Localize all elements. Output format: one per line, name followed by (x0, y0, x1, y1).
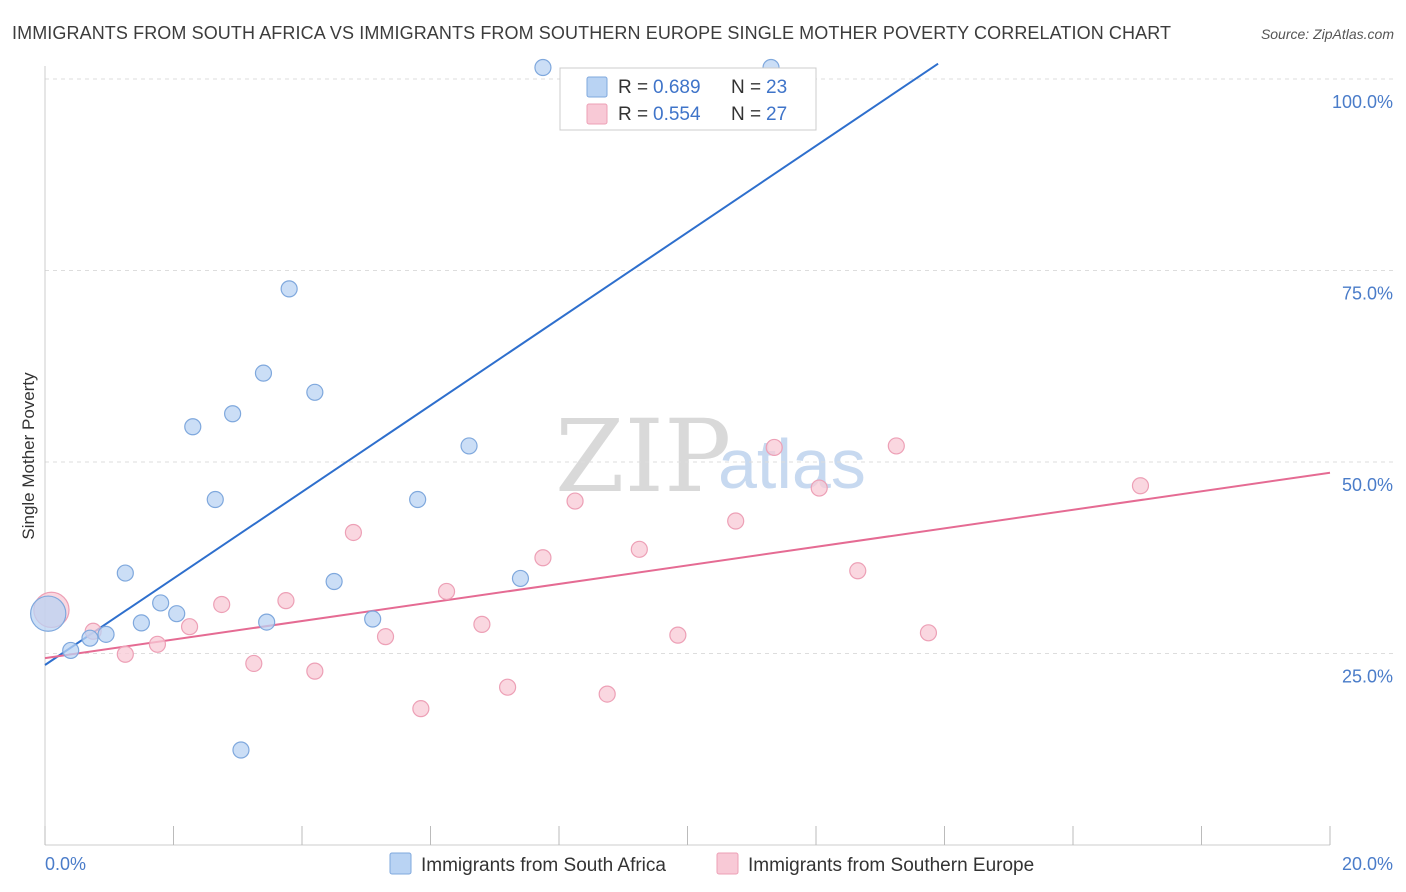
data-point-series1-5 (132, 614, 150, 632)
legend-swatch-blue (586, 76, 608, 98)
y-tick-label-50: 50.0% (1342, 475, 1393, 495)
bottom-legend-swatch-blue (389, 852, 412, 875)
data-point-series1-11 (232, 741, 250, 759)
data-point-series2-12 (437, 582, 456, 601)
data-point-series2-25 (919, 624, 938, 642)
y-tick-label-75: 75.0% (1342, 283, 1393, 303)
legend-n-label-1: N = (731, 77, 761, 98)
legend-swatch-pink (586, 103, 608, 125)
data-point-series1-2 (81, 629, 99, 647)
legend-r-value-2: 0.554 (653, 104, 701, 125)
source-label: Source: ZipAtlas.com (1261, 26, 1394, 42)
trend-lines (44, 62, 1331, 666)
watermark: ZIP atlas (555, 398, 866, 515)
x-tick-label-min: 0.0% (45, 854, 86, 874)
data-point-series1-14 (280, 280, 298, 298)
data-point-series1-6 (152, 594, 170, 612)
data-point-series2-18 (630, 540, 648, 558)
trend-line-2 (44, 471, 1331, 660)
data-point-series1-1 (62, 641, 80, 660)
legend-n-value-1: 23 (766, 77, 787, 98)
data-point-series2-21 (765, 438, 783, 457)
data-point-series1-12 (254, 364, 273, 382)
watermark-zip: ZIP (555, 398, 731, 515)
data-point-series1-15 (306, 383, 324, 401)
data-point-series1-17 (364, 610, 382, 628)
legend-r-label-1: R = (618, 77, 648, 98)
data-point-series2-26 (1131, 477, 1150, 495)
data-point-series2-13 (473, 615, 491, 633)
data-point-series2-23 (849, 562, 867, 580)
data-point-series2-6 (245, 654, 263, 673)
y-tick-label-25: 25.0% (1342, 666, 1393, 686)
data-point-series1-8 (184, 418, 202, 436)
data-point-series1-3 (97, 625, 115, 643)
data-point-series2-17 (598, 685, 616, 703)
data-point-series2-5 (213, 595, 231, 614)
data-point-series2-3 (148, 635, 167, 653)
axes (44, 66, 1331, 846)
trend-line-1 (44, 62, 939, 666)
data-point-series1-16 (325, 572, 343, 591)
chart-title: IMMIGRANTS FROM SOUTH AFRICA VS IMMIGRAN… (12, 23, 1171, 43)
data-point-series1-20 (511, 569, 530, 588)
data-point-series1-18 (409, 490, 427, 509)
data-point-series2-2 (116, 645, 134, 663)
data-point-series2-20 (727, 512, 745, 530)
tick-labels: 25.0% 50.0% 75.0% 100.0% 0.0% 20.0% (45, 92, 1393, 874)
data-point-series1-9 (206, 490, 224, 509)
x-tick-label-max: 20.0% (1342, 854, 1393, 874)
bottom-legend-label-2: Immigrants from Southern Europe (748, 855, 1034, 876)
legend: R = 0.689 N = 23 R = 0.554 N = 27 (559, 67, 817, 131)
y-tick-label-100: 100.0% (1332, 92, 1393, 112)
data-point-series2-19 (669, 626, 687, 644)
legend-n-label-2: N = (731, 104, 761, 125)
data-point-series1-0 (30, 595, 67, 632)
gridlines (45, 78, 1394, 654)
data-point-series2-14 (499, 678, 517, 696)
data-point-series1-21 (534, 58, 552, 77)
data-point-series1-13 (258, 613, 276, 631)
bottom-legend-label-1: Immigrants from South Africa (421, 855, 666, 876)
bottom-legend-swatch-pink (716, 852, 739, 875)
legend-n-value-2: 27 (766, 104, 787, 125)
legend-r-label-2: R = (618, 104, 648, 125)
data-point-series2-15 (534, 549, 552, 567)
data-point-series2-24 (887, 437, 905, 455)
data-point-series1-19 (460, 437, 478, 455)
data-point-series1-4 (116, 564, 134, 582)
data-point-series2-4 (180, 618, 199, 636)
data-point-series2-8 (306, 662, 324, 680)
data-point-series2-16 (566, 492, 584, 510)
data-point-series2-9 (344, 523, 362, 542)
data-point-series2-11 (412, 700, 430, 718)
data-point-series1-7 (168, 605, 186, 623)
data-point-series2-10 (376, 628, 395, 646)
bottom-legend: Immigrants from South Africa Immigrants … (389, 852, 1034, 876)
data-point-series2-7 (277, 592, 295, 610)
data-point-series1-10 (224, 405, 242, 423)
data-point-series2-22 (810, 479, 828, 497)
y-axis-label: Single Mother Poverty (19, 372, 38, 540)
legend-r-value-1: 0.689 (653, 77, 701, 98)
watermark-atlas: atlas (718, 425, 866, 503)
